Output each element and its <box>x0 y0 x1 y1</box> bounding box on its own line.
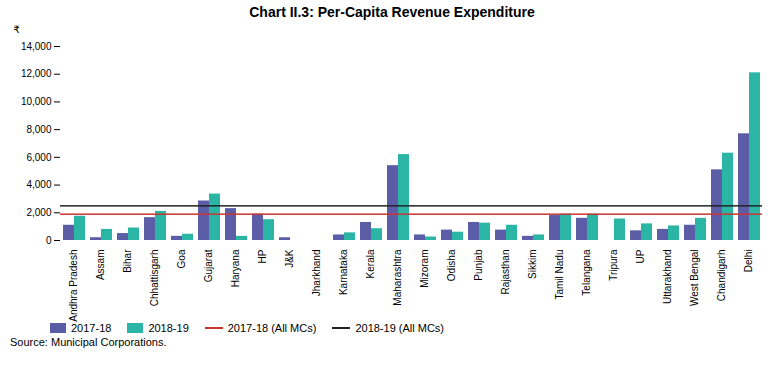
svg-text:0: 0 <box>46 235 52 246</box>
html-text:2018-19: 2018-19 <box>148 322 189 334</box>
svg-text:UP: UP <box>635 249 646 263</box>
svg-text:Maharashtra: Maharashtra <box>392 249 403 306</box>
svg-text:6,000: 6,000 <box>26 152 51 163</box>
html-text:2018-19 (All MCs): 2018-19 (All MCs) <box>355 322 444 334</box>
svg-text:Rajasthan: Rajasthan <box>500 250 511 295</box>
svg-text:2,000: 2,000 <box>26 207 51 218</box>
svg-text:Sikkim: Sikkim <box>527 250 538 279</box>
svg-text:Gujarat: Gujarat <box>203 249 214 282</box>
svg-text:Jharkhand: Jharkhand <box>311 250 322 297</box>
svg-text:Goa: Goa <box>176 249 187 268</box>
svg-text:Mizoram: Mizoram <box>419 250 430 288</box>
svg-text:₹: ₹ <box>14 24 20 35</box>
svg-text:10,000: 10,000 <box>21 96 52 107</box>
svg-text:West Bengal: West Bengal <box>689 250 700 307</box>
html-text:Chart II.3: Per-Capita Revenue: Chart II.3: Per-Capita Revenue Expenditu… <box>249 4 535 20</box>
svg-text:Bihar: Bihar <box>122 249 133 273</box>
svg-text:Tripura: Tripura <box>608 249 619 281</box>
svg-text:HP: HP <box>257 249 268 263</box>
svg-text:12,000: 12,000 <box>21 68 52 79</box>
svg-text:4,000: 4,000 <box>26 179 51 190</box>
svg-text:Odisha: Odisha <box>446 249 457 281</box>
svg-text:Chhattisgarh: Chhattisgarh <box>149 250 160 307</box>
svg-text:Assam: Assam <box>95 250 106 281</box>
html-text:Source: Municipal Corporations: Source: Municipal Corporations. <box>10 336 167 348</box>
svg-text:Karnataka: Karnataka <box>338 249 349 295</box>
svg-text:Delhi: Delhi <box>743 250 754 273</box>
svg-text:Punjab: Punjab <box>473 249 484 281</box>
svg-text:8,000: 8,000 <box>26 124 51 135</box>
svg-text:14,000: 14,000 <box>21 41 52 52</box>
html-text:2017-18: 2017-18 <box>71 322 112 334</box>
svg-text:Haryana: Haryana <box>230 249 241 287</box>
svg-text:Kerala: Kerala <box>365 249 376 278</box>
html-text:2017-18 (All MCs): 2017-18 (All MCs) <box>227 322 317 334</box>
svg-text:Telangana: Telangana <box>581 249 592 296</box>
svg-text:Andhra Pradesh: Andhra Pradesh <box>68 250 79 322</box>
svg-text:J&K: J&K <box>284 249 295 268</box>
svg-text:Uttarakhand: Uttarakhand <box>662 250 673 304</box>
svg-text:Tamil Nadu: Tamil Nadu <box>554 250 565 300</box>
svg-text:Chandigarh: Chandigarh <box>716 250 727 302</box>
